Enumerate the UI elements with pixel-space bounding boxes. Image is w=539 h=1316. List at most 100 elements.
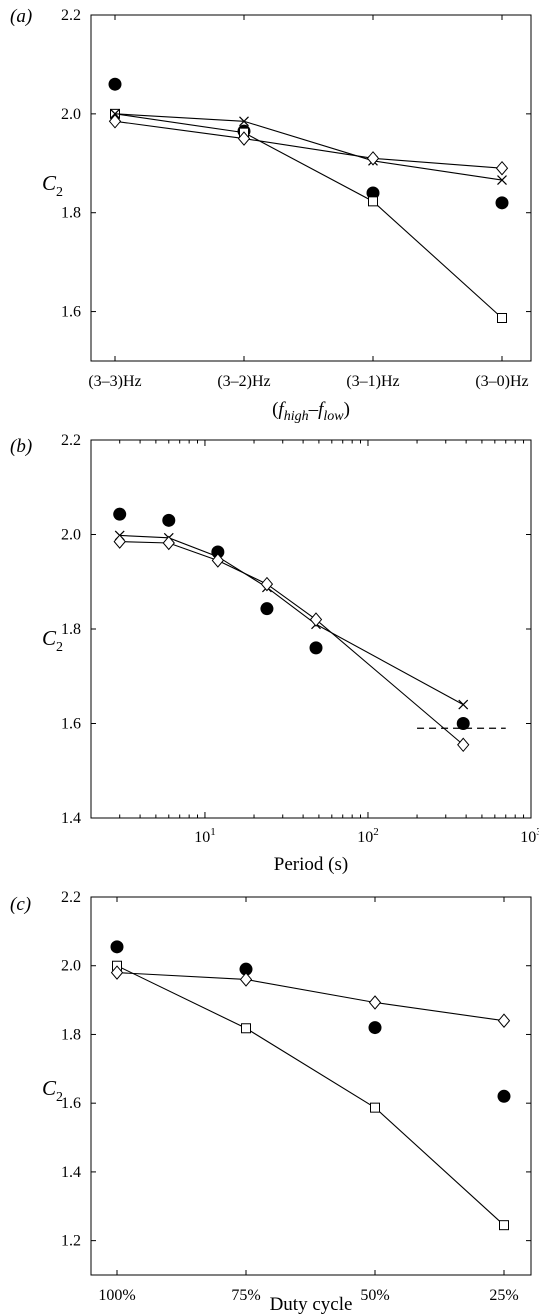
data-point-filled-circle: [495, 196, 509, 210]
data-point-square: [368, 196, 378, 207]
y-tick-label: 2.2: [61, 7, 81, 24]
series-line-square: [116, 965, 505, 1226]
y-tick-label: 1.4: [61, 1164, 81, 1181]
data-point-filled-circle: [108, 77, 122, 91]
data-point-square: [241, 1023, 251, 1034]
series-line-diamond: [119, 541, 464, 746]
y-tick-label: 1.6: [61, 304, 81, 321]
data-point-filled-circle: [366, 186, 380, 200]
y-tick-label: 2.0: [61, 106, 81, 123]
x-tick-label: 75%: [231, 1287, 260, 1304]
data-point-cross: [239, 116, 249, 127]
panel-a-y-axis-label: C2: [42, 171, 63, 200]
y-tick-label: 1.8: [61, 621, 81, 638]
data-point-filled-circle: [309, 641, 323, 655]
data-point-diamond: [260, 576, 274, 592]
panel-b-label: (b): [10, 436, 32, 457]
data-point-diamond: [368, 995, 382, 1010]
series-line-diamond: [114, 120, 503, 169]
data-point-diamond: [495, 160, 509, 176]
y-tick-label: 2.2: [61, 889, 81, 906]
data-point-diamond: [497, 1013, 511, 1028]
series-diamond: [108, 113, 509, 176]
series-cross: [114, 530, 469, 710]
x-tick-label: 25%: [489, 1287, 518, 1304]
x-tick-base: 10: [357, 829, 373, 846]
series-line-cross: [119, 534, 464, 706]
data-point-filled-circle: [368, 1021, 382, 1035]
x-tick-label: (3–3)Hz: [88, 373, 141, 390]
series-square: [112, 960, 509, 1231]
data-point-diamond: [309, 612, 323, 627]
data-point-diamond: [113, 534, 126, 549]
x-tick-exponent: 1: [210, 826, 216, 838]
y-tick-label: 1.6: [61, 1095, 81, 1112]
data-point-square: [497, 312, 507, 323]
series-line-diamond: [116, 972, 505, 1022]
panel-a: (a) C2 (fhigh–flow) 1.6 1.8 2.0 2.2 (3–3)Hz (…: [10, 6, 532, 424]
panel-a-plot-frame: [90, 14, 532, 362]
data-point-diamond: [239, 972, 253, 987]
x-tick-base: 10: [520, 829, 536, 846]
ticks: 1.6 1.8 2.0 2.2 (3–3)Hz (3–2)Hz (3–1)Hz (3–0)Hz: [61, 7, 531, 390]
y-tick-label: 2.0: [61, 527, 81, 544]
series-line-square: [114, 113, 503, 319]
data-point-square: [499, 1220, 509, 1231]
y-tick-label: 1.8: [61, 205, 81, 222]
y-tick-label: 1.6: [61, 716, 81, 733]
data-point-filled-circle: [239, 962, 253, 976]
panel-c: (c) C2 Duty cycle 1.2 1.4 1.6 1.8 2.0 2.2 100%…: [10, 889, 532, 1315]
data-point-diamond: [110, 965, 124, 980]
data-point-diamond: [366, 151, 380, 166]
data-point-diamond: [457, 737, 470, 753]
x-tick-label: (3–0)Hz: [475, 373, 528, 390]
x-tick-label: (3–1)Hz: [346, 373, 399, 390]
y-tick-label: 1.2: [61, 1233, 81, 1250]
panel-a-x-axis-label: (fhigh–flow): [272, 399, 350, 424]
data-point-filled-circle: [110, 940, 124, 954]
x-tick-label: 50%: [360, 1287, 389, 1304]
panel-c-x-axis-label: Duty cycle: [270, 1294, 353, 1315]
y-tick-label: 1.4: [61, 810, 81, 827]
series-filled-circle: [110, 940, 511, 1103]
series-line-cross: [114, 113, 503, 181]
data-point-filled-circle: [260, 602, 274, 616]
data-point-diamond: [108, 113, 122, 129]
y-tick-label: 2.0: [61, 958, 81, 975]
x-tick-label: 102: [357, 826, 379, 846]
series-diamond: [110, 965, 511, 1028]
x-tick-exponent: 3: [536, 826, 539, 838]
series-filled-circle: [108, 77, 509, 210]
data-point-square: [370, 1102, 380, 1113]
panel-c-y-axis-label: C2: [42, 1076, 63, 1105]
panel-b-plot-frame: [90, 439, 532, 819]
panel-b-y-axis-label: C2: [42, 626, 63, 655]
panel-b-x-axis-label: Period (s): [274, 854, 348, 875]
series-filled-circle: [113, 507, 470, 730]
data-point-diamond: [237, 131, 251, 146]
data-point-filled-circle: [162, 513, 176, 527]
data-point-filled-circle: [456, 717, 470, 730]
data-point-filled-circle: [497, 1089, 511, 1103]
data-point-diamond: [162, 535, 175, 551]
data-point-filled-circle: [113, 507, 127, 521]
y-tick-label: 1.8: [61, 1026, 81, 1043]
x-tick-label: 101: [194, 826, 216, 846]
panel-a-label: (a): [10, 6, 32, 27]
x-tick-label: (3–2)Hz: [217, 373, 270, 390]
series-diamond: [113, 534, 470, 753]
data-point-cross: [497, 175, 507, 186]
panel-c-plot-frame: [90, 896, 532, 1276]
data-point-cross: [110, 108, 120, 119]
series-cross: [110, 108, 507, 186]
data-point-cross: [458, 699, 469, 710]
data-point-diamond: [211, 553, 225, 568]
ticks: 1.2 1.4 1.6 1.8 2.0 2.2 100% 75% 50% 25%: [61, 889, 531, 1304]
x-tick-base: 10: [194, 829, 210, 846]
x-tick-label: 100%: [98, 1287, 135, 1304]
panel-c-label: (c): [10, 894, 31, 915]
y-tick-label: 2.2: [61, 432, 81, 449]
